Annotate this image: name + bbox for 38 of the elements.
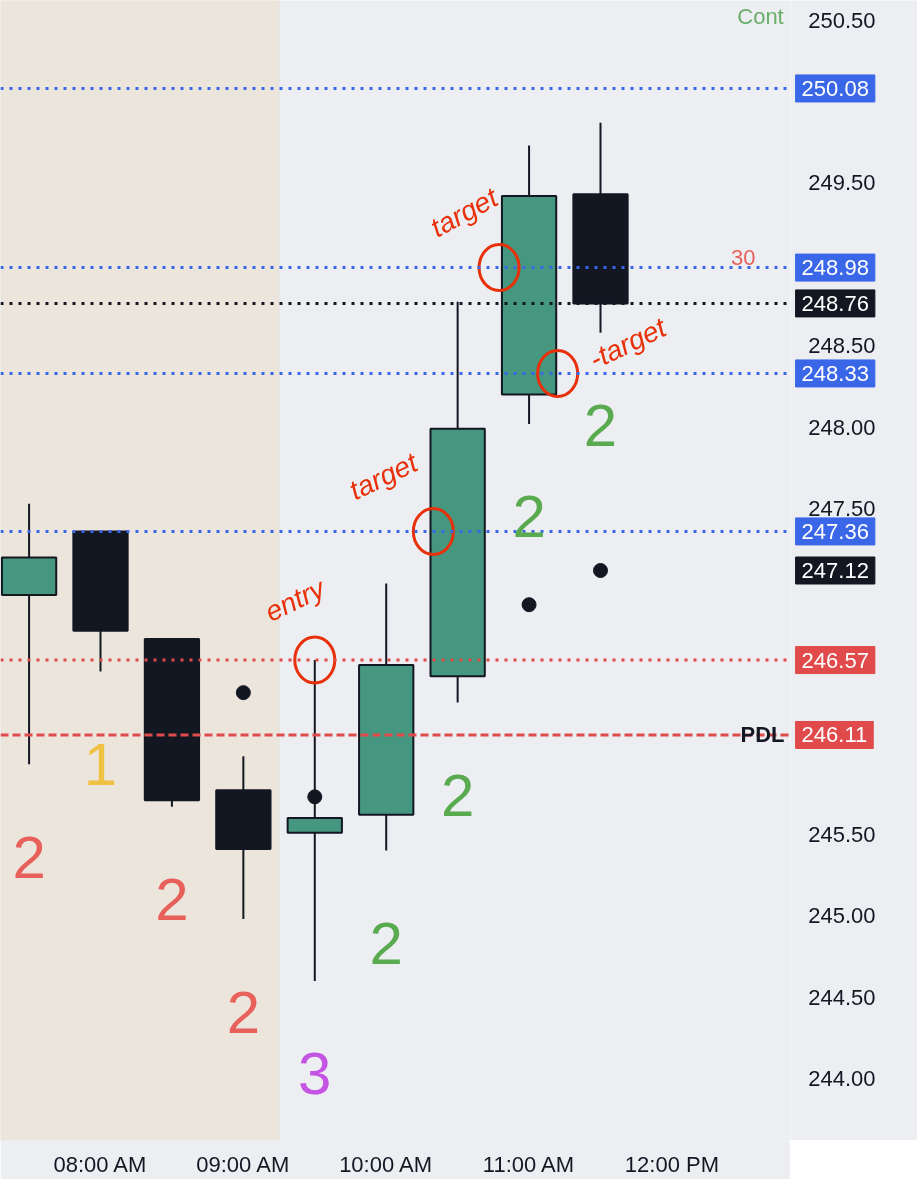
- annotation: 1: [83, 730, 118, 798]
- point: [521, 597, 537, 613]
- ref-line-label: 250.08: [801, 75, 869, 101]
- y-tick-label: 248.00: [808, 414, 876, 440]
- annotation: PDL: [740, 722, 785, 748]
- y-tick-label: 244.50: [808, 984, 876, 1010]
- y-tick-label: 245.00: [808, 903, 876, 929]
- ref-line-label: 246.11: [801, 722, 868, 748]
- annotation: -target: [584, 311, 672, 375]
- annotation: 2: [512, 483, 546, 551]
- annotation: 2: [583, 392, 618, 460]
- annotation: 2: [155, 866, 189, 934]
- annotation: 3: [298, 1040, 332, 1108]
- annotation: 2: [440, 761, 475, 829]
- annotation: 2: [12, 823, 46, 891]
- x-tick-label: 08:00 AM: [53, 1151, 147, 1177]
- y-tick-label: 250.50: [808, 7, 876, 33]
- y-tick-label: 244.00: [808, 1066, 876, 1092]
- annotation: 2: [369, 910, 403, 978]
- ref-line-label: 248.98: [801, 255, 869, 281]
- annotation: 30: [731, 245, 756, 271]
- point: [593, 563, 608, 578]
- annotation: target: [344, 446, 424, 506]
- y-tick-label: 248.50: [808, 333, 876, 359]
- annotation: entry: [260, 571, 332, 628]
- annotation: Cont: [737, 4, 784, 30]
- x-tick-label: 12:00 PM: [624, 1151, 720, 1177]
- y-tick-label: 245.50: [808, 821, 876, 847]
- annotation: 2: [226, 978, 261, 1046]
- ref-line-label: 248.33: [801, 360, 869, 386]
- ref-line-label: 248.76: [801, 290, 869, 316]
- y-tick-label: 249.50: [808, 170, 876, 196]
- x-tick-label: 10:00 AM: [339, 1151, 433, 1177]
- text: 247.12: [801, 558, 869, 583]
- point: [235, 685, 251, 701]
- x-tick-label: 09:00 AM: [196, 1151, 290, 1177]
- x-tick-label: 11:00 AM: [482, 1151, 575, 1177]
- ref-line-label: 246.57: [801, 647, 869, 673]
